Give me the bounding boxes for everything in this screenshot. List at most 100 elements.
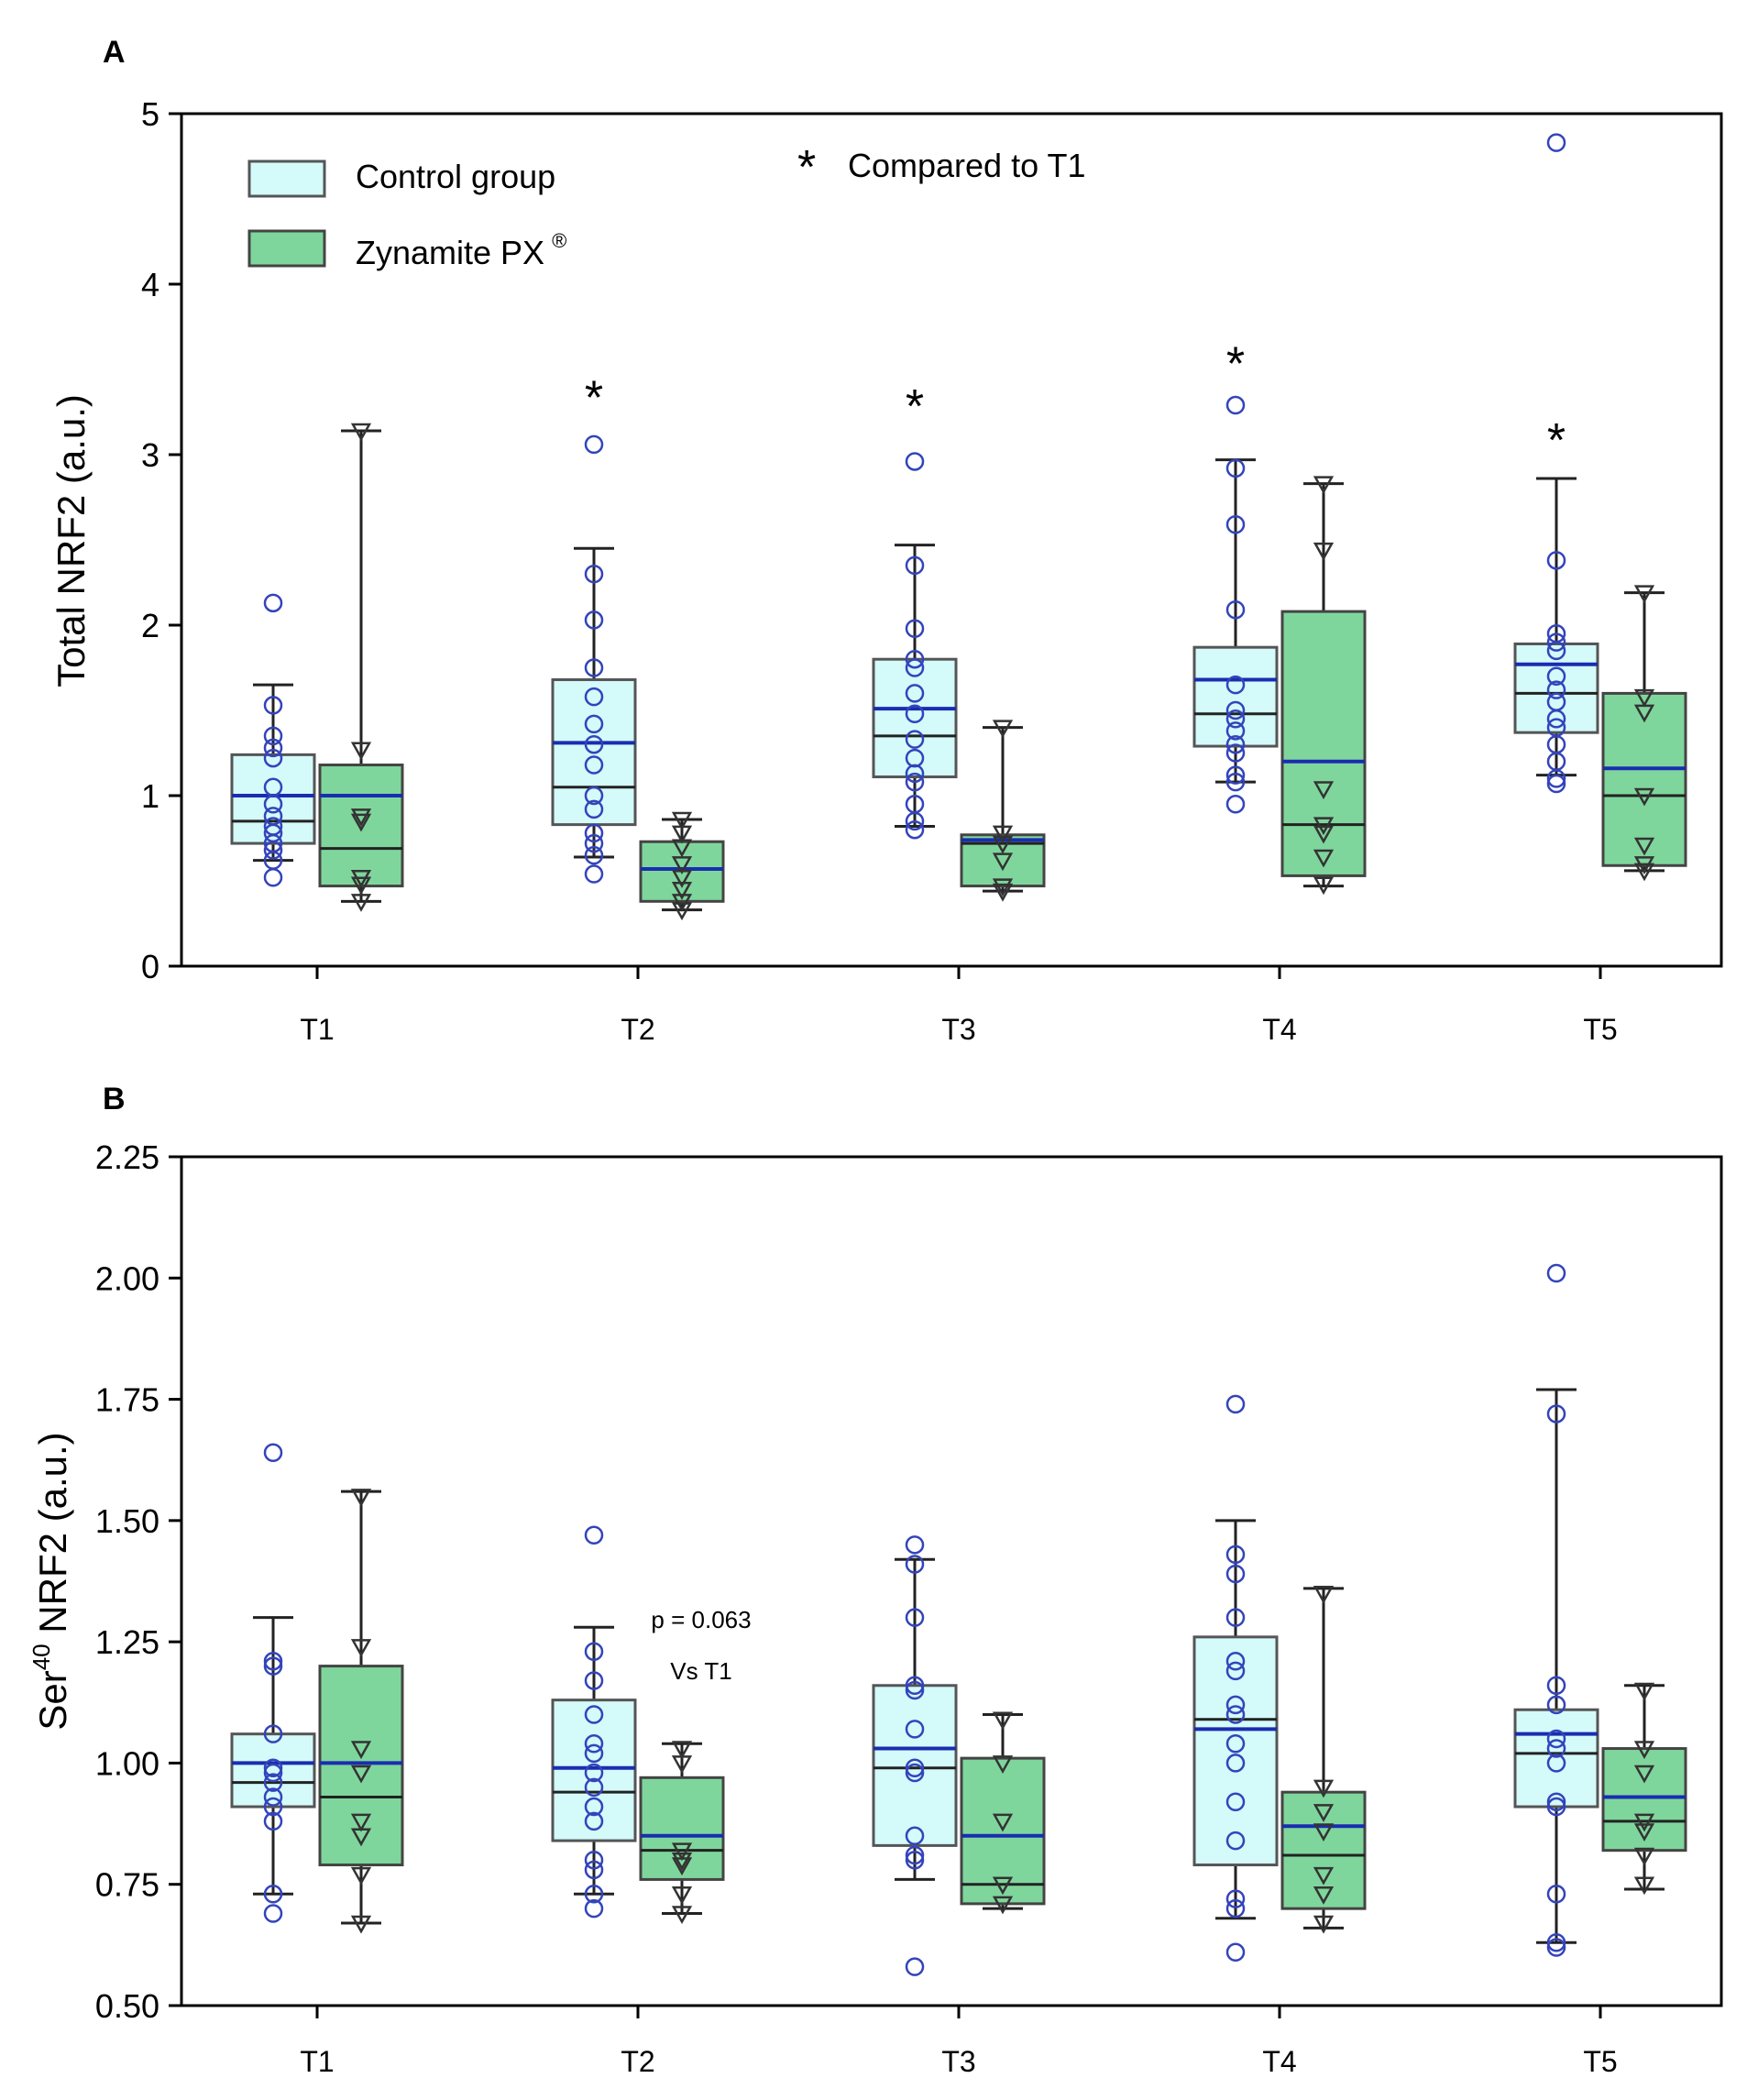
data-point-triangle <box>1633 688 1655 708</box>
panel-b-x-tick-label: T3 <box>941 2045 975 2078</box>
panel-b-y-tick-label: 2.00 <box>95 1259 159 1297</box>
data-point-circle <box>584 1851 604 1870</box>
data-point-circle <box>584 1860 604 1880</box>
data-point-circle <box>584 1885 604 1904</box>
panel-a-control-box-t1 <box>230 593 316 887</box>
data-point-circle <box>584 658 604 677</box>
data-point-circle <box>1546 1885 1566 1904</box>
panel-b-x-ticks: T1 T2 T3 T4 T5 <box>300 2006 1618 2078</box>
data-point-triangle <box>992 1876 1014 1896</box>
data-point-circle <box>263 738 283 758</box>
panel-a-control-box-t5 <box>1513 133 1599 794</box>
panel-a-y-tick-label: 0 <box>141 948 159 985</box>
panel-b-boxes <box>230 1263 1687 1976</box>
panel-a-y-tick-label: 1 <box>141 777 159 815</box>
data-point-circle <box>905 1851 925 1870</box>
data-point-circle <box>1225 1564 1246 1584</box>
data-point-triangle <box>992 720 1014 739</box>
data-point-circle <box>1546 1938 1566 1957</box>
data-point-triangle <box>671 856 693 874</box>
data-point-circle <box>1225 1734 1246 1754</box>
panel-a-control-box-t4 <box>1192 395 1279 814</box>
data-point-triangle <box>1313 817 1335 836</box>
panel-b-y-axis-label-rest: NRF2 (a.u.) <box>31 1432 74 1644</box>
data-point-circle <box>1546 133 1566 152</box>
data-point-circle <box>1225 1705 1246 1724</box>
data-point-circle <box>905 1845 925 1865</box>
panel-b-x-tick-label: T4 <box>1262 2045 1296 2078</box>
data-point-circle <box>584 823 604 843</box>
data-point-circle <box>905 811 925 831</box>
data-point-triangle <box>992 1755 1014 1774</box>
significance-asterisk-t4: * <box>1226 337 1245 390</box>
data-point-circle <box>1546 1754 1566 1773</box>
data-point-circle <box>1225 1661 1246 1681</box>
vs-t1-annotation: Vs T1 <box>670 1657 731 1685</box>
data-point-circle <box>905 1720 925 1739</box>
annotation-asterisk: * <box>797 141 816 194</box>
data-point-circle <box>1546 1797 1566 1817</box>
panel-a-zynamite-box-t4 <box>1280 476 1367 896</box>
data-point-circle <box>1546 680 1566 699</box>
box-iqr <box>1192 1635 1279 1867</box>
data-point-circle <box>584 1811 604 1831</box>
panel-b-y-tick-label: 1.75 <box>95 1381 159 1419</box>
data-point-circle <box>584 755 604 775</box>
data-point-triangle <box>350 423 372 442</box>
data-point-circle <box>1225 709 1246 729</box>
significance-asterisk-t3: * <box>906 380 924 434</box>
data-point-circle <box>905 730 925 749</box>
data-point-triangle <box>671 1741 693 1760</box>
panel-a: A 0 1 2 3 4 5 T1 T2 T3 T4 T5 Total NRF2 (a.u.) Co… <box>49 35 1723 1046</box>
data-point-circle <box>263 841 283 860</box>
panel-b-y-axis-label-superscript: 40 <box>27 1644 55 1670</box>
data-point-triangle <box>350 876 372 896</box>
significance-asterisk-t5: * <box>1547 414 1566 467</box>
panel-b-control-box-t1 <box>230 1443 316 1923</box>
data-point-circle <box>905 555 925 576</box>
data-point-circle <box>1546 632 1566 652</box>
data-point-circle <box>905 764 925 784</box>
data-point-triangle <box>671 894 693 912</box>
panel-b-control-box-t5 <box>1513 1263 1599 1957</box>
data-point-circle <box>905 619 925 638</box>
data-point-circle <box>263 1443 283 1463</box>
data-point-triangle <box>350 742 372 761</box>
data-point-circle <box>1225 395 1246 415</box>
data-point-circle <box>263 1758 283 1777</box>
data-point-circle <box>905 1555 925 1574</box>
panel-b-control-box-t4 <box>1192 1394 1279 1963</box>
data-point-circle <box>263 1904 283 1923</box>
data-point-circle <box>1225 1792 1246 1812</box>
panel-a-y-tick-label: 2 <box>141 607 159 644</box>
panel-a-significance-markers: * * * * <box>585 337 1566 467</box>
data-point-triangle <box>671 1857 693 1876</box>
data-point-circle <box>905 1676 925 1696</box>
panel-b-zynamite-box-t4 <box>1280 1585 1367 1934</box>
box-iqr <box>1513 1708 1599 1809</box>
data-point-circle <box>905 1758 925 1777</box>
data-point-circle <box>584 434 604 455</box>
data-point-triangle <box>350 1813 372 1832</box>
data-point-triangle <box>350 808 372 827</box>
data-point-triangle <box>1313 1866 1335 1886</box>
panel-a-x-tick-label: T2 <box>621 1013 654 1046</box>
panel-a-legend: Control group Zynamite PX ® <box>247 158 566 271</box>
panel-b-zynamite-box-t2 <box>639 1741 725 1925</box>
data-point-circle <box>905 658 925 677</box>
data-point-triangle <box>1313 825 1335 844</box>
data-point-triangle <box>1313 542 1335 561</box>
data-point-circle <box>905 1535 925 1555</box>
data-point-circle <box>1225 743 1246 763</box>
data-point-circle <box>584 1898 604 1919</box>
data-point-circle <box>584 845 604 865</box>
panel-a-control-box-t2 <box>551 434 637 884</box>
data-point-circle <box>584 1671 604 1690</box>
panel-b-x-tick-label: T2 <box>621 2045 654 2078</box>
data-point-circle <box>1225 1545 1246 1565</box>
data-point-circle <box>263 868 283 887</box>
data-point-circle <box>263 726 283 746</box>
data-point-circle <box>905 1826 925 1846</box>
panel-a-x-tick-label: T4 <box>1262 1013 1296 1046</box>
panel-b-control-box-t3 <box>872 1535 958 1976</box>
